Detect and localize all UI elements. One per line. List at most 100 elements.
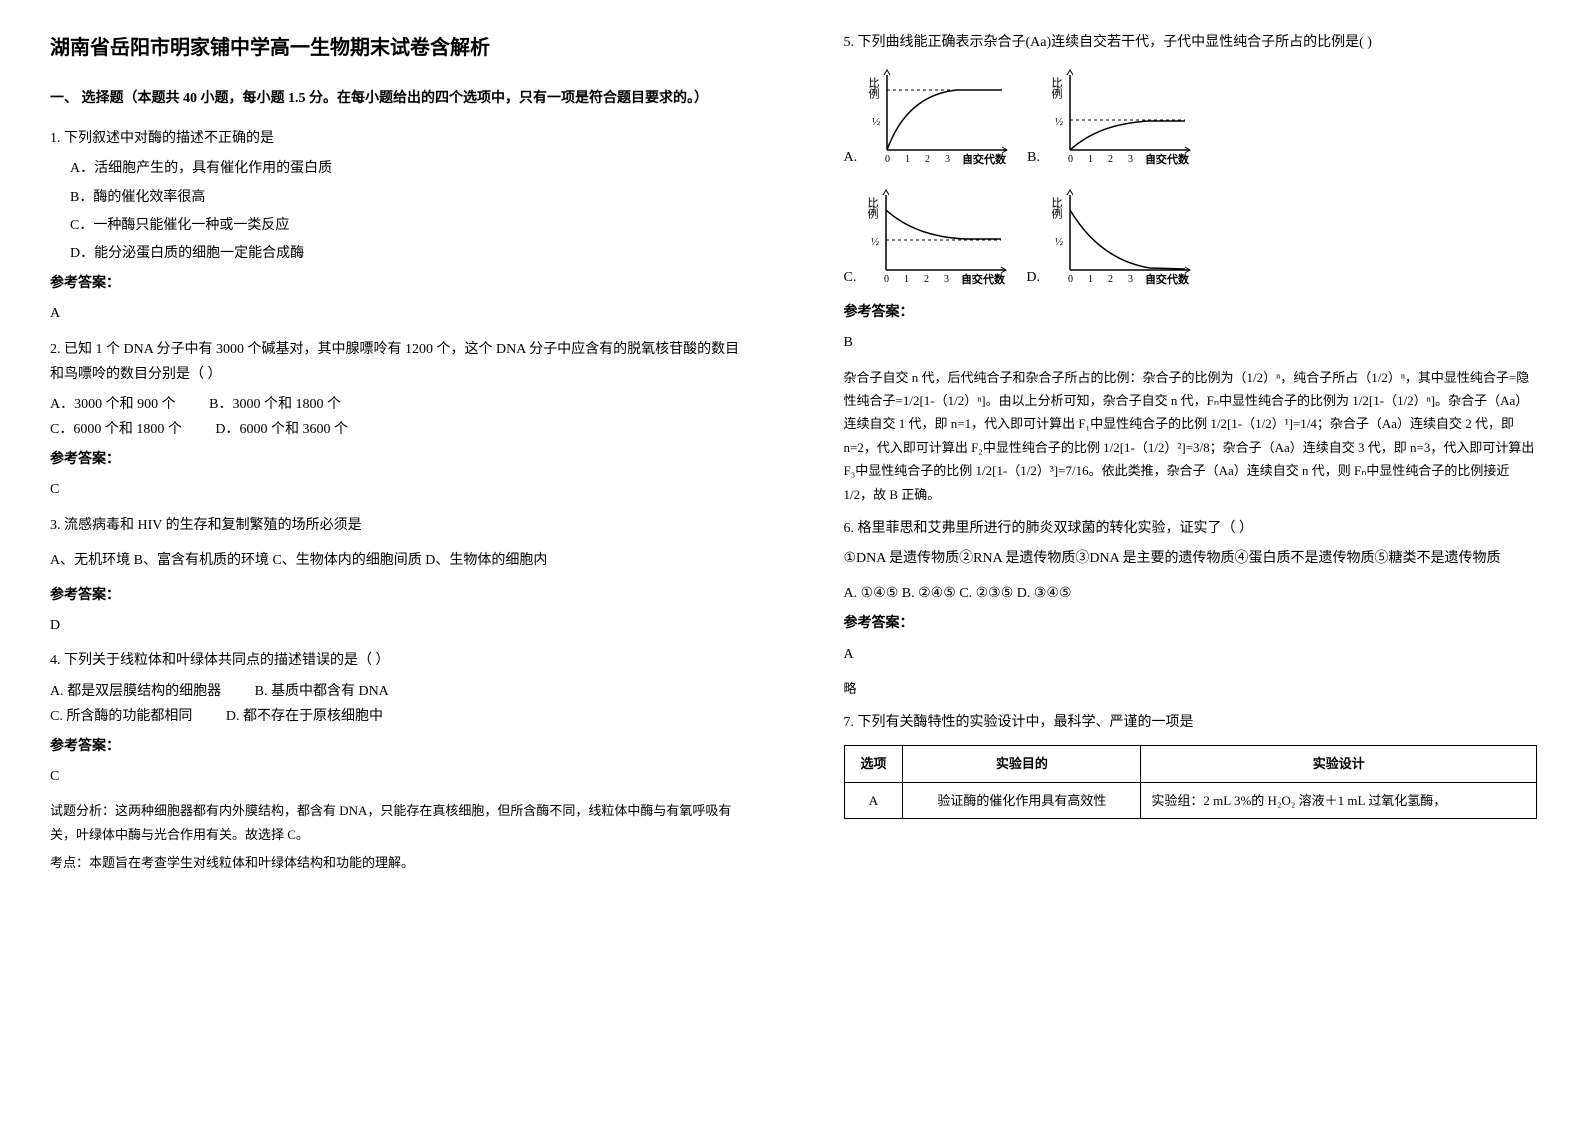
- chart-label-d: D.: [1026, 265, 1040, 290]
- svg-text:0: 0: [1068, 274, 1073, 285]
- q6-stem2: ①DNA 是遗传物质②RNA 是遗传物质③DNA 是主要的遗传物质④蛋白质不是遗…: [844, 546, 1538, 571]
- q2-opt-d: D．6000 个和 3600 个: [215, 417, 348, 442]
- td-purpose: 验证酶的催化作用具有高效性: [903, 782, 1141, 818]
- svg-text:自交代数: 自交代数: [1145, 152, 1190, 165]
- svg-text:½: ½: [1055, 116, 1063, 128]
- q4-opts-row1: A. 都是双层膜结构的细胞器 B. 基质中都含有 DNA: [50, 679, 744, 704]
- question-5: 5. 下列曲线能正确表示杂合子(Aa)连续自交若干代，子代中显性纯合子所占的比例…: [844, 30, 1538, 506]
- q1-opt-d: D．能分泌蛋白质的细胞一定能合成酶: [70, 241, 744, 266]
- q2-opt-a: A．3000 个和 900 个: [50, 392, 176, 417]
- page-title: 湖南省岳阳市明家铺中学高一生物期末试卷含解析: [50, 30, 744, 66]
- svg-text:3: 3: [945, 154, 950, 165]
- section-header: 一、 选择题（本题共 40 小题，每小题 1.5 分。在每小题给出的四个选项中，…: [50, 86, 744, 111]
- th-purpose: 实验目的: [903, 746, 1141, 782]
- q2-ans: C: [50, 477, 744, 502]
- chart-row-2: C. 1 ½ 01234 5 比例 自交代数 D. 1: [844, 180, 1538, 290]
- table-row: A 验证酶的催化作用具有高效性 实验组：2 mL 3%的 H₂O₂ 溶液＋1 m…: [844, 782, 1537, 818]
- q2-ans-label: 参考答案：: [50, 447, 744, 472]
- q4-opt-d: D. 都不存在于原核细胞中: [226, 704, 383, 729]
- q7-table: 选项 实验目的 实验设计 A 验证酶的催化作用具有高效性 实验组：2 mL 3%…: [844, 745, 1538, 819]
- q5-analysis: 杂合子自交 n 代，后代纯合子和杂合子所占的比例：杂合子的比例为（1/2）ⁿ，纯…: [844, 366, 1538, 506]
- svg-text:2: 2: [1108, 154, 1113, 165]
- question-7: 7. 下列有关酶特性的实验设计中，最科学、严谨的一项是 选项 实验目的 实验设计…: [844, 710, 1538, 819]
- q6-opts: A. ①④⑤ B. ②④⑤ C. ②③⑤ D. ③④⑤: [844, 581, 1538, 606]
- q3-ans: D: [50, 613, 744, 638]
- svg-text:0: 0: [884, 274, 889, 285]
- svg-text:1: 1: [1088, 274, 1093, 285]
- q3-opts: A、无机环境 B、富含有机质的环境 C、生物体内的细胞间质 D、生物体的细胞内: [50, 548, 744, 573]
- q1-ans: A: [50, 301, 744, 326]
- svg-text:自交代数: 自交代数: [962, 152, 1007, 165]
- chart-label-c: C.: [844, 265, 857, 290]
- q2-opts-row2: C．6000 个和 1800 个 D．6000 个和 3600 个: [50, 417, 744, 442]
- svg-text:1: 1: [904, 274, 909, 285]
- q4-ans-label: 参考答案：: [50, 734, 744, 759]
- svg-text:0: 0: [885, 154, 890, 165]
- svg-text:2: 2: [925, 154, 930, 165]
- svg-text:比例: 比例: [1050, 77, 1063, 99]
- svg-text:2: 2: [1108, 274, 1113, 285]
- svg-text:3: 3: [944, 274, 949, 285]
- chart-c: 1 ½ 01234 5 比例 自交代数: [866, 185, 1016, 285]
- chart-d: 1 ½ 01234 5 比例 自交代数: [1050, 185, 1200, 285]
- chart-b: 1 ½ 01234 5 比例 自交代数: [1050, 65, 1200, 165]
- chart-label-a: A.: [844, 145, 858, 170]
- chart-label-b: B.: [1027, 145, 1040, 170]
- q4-opts-row2: C. 所含酶的功能都相同 D. 都不存在于原核细胞中: [50, 704, 744, 729]
- q3-stem: 3. 流感病毒和 HIV 的生存和复制繁殖的场所必须是: [50, 513, 744, 538]
- question-4: 4. 下列关于线粒体和叶绿体共同点的描述错误的是（ ） A. 都是双层膜结构的细…: [50, 648, 744, 874]
- q4-stem: 4. 下列关于线粒体和叶绿体共同点的描述错误的是（ ）: [50, 648, 744, 673]
- svg-text:1: 1: [905, 154, 910, 165]
- svg-text:比例: 比例: [866, 197, 879, 219]
- q4-opt-a: A. 都是双层膜结构的细胞器: [50, 679, 221, 704]
- svg-text:比例: 比例: [867, 77, 880, 99]
- q4-opt-c: C. 所含酶的功能都相同: [50, 704, 192, 729]
- q6-ans-label: 参考答案：: [844, 611, 1538, 636]
- q4-analysis2: 考点：本题旨在考查学生对线粒体和叶绿体结构和功能的理解。: [50, 851, 744, 874]
- svg-text:3: 3: [1128, 274, 1133, 285]
- q2-opts-row1: A．3000 个和 900 个 B．3000 个和 1800 个: [50, 392, 744, 417]
- q2-opt-b: B．3000 个和 1800 个: [209, 392, 341, 417]
- svg-text:自交代数: 自交代数: [1145, 272, 1190, 285]
- question-3: 3. 流感病毒和 HIV 的生存和复制繁殖的场所必须是 A、无机环境 B、富含有…: [50, 513, 744, 639]
- q1-opt-a: A．活细胞产生的，具有催化作用的蛋白质: [70, 156, 744, 181]
- svg-text:½: ½: [872, 116, 880, 128]
- q6-note: 略: [844, 677, 1538, 700]
- table-header-row: 选项 实验目的 实验设计: [844, 746, 1537, 782]
- q1-opt-c: C．一种酶只能催化一种或一类反应: [70, 213, 744, 238]
- q6-ans: A: [844, 642, 1538, 667]
- q1-opt-b: B．酶的催化效率很高: [70, 185, 744, 210]
- th-option: 选项: [844, 746, 903, 782]
- q1-stem: 1. 下列叙述中对酶的描述不正确的是: [50, 126, 744, 151]
- q7-stem: 7. 下列有关酶特性的实验设计中，最科学、严谨的一项是: [844, 710, 1538, 735]
- q1-ans-label: 参考答案：: [50, 271, 744, 296]
- q4-opt-b: B. 基质中都含有 DNA: [255, 679, 389, 704]
- left-column: 湖南省岳阳市明家铺中学高一生物期末试卷含解析 一、 选择题（本题共 40 小题，…: [0, 0, 794, 1122]
- q3-ans-label: 参考答案：: [50, 583, 744, 608]
- q4-analysis1: 试题分析：这两种细胞器都有内外膜结构，都含有 DNA，只能存在真核细胞，但所含酶…: [50, 799, 744, 846]
- chart-row-1: A. 1 ½ 01234 5 比例 自交代数 B. 1: [844, 60, 1538, 170]
- question-1: 1. 下列叙述中对酶的描述不正确的是 A．活细胞产生的，具有催化作用的蛋白质 B…: [50, 126, 744, 326]
- q5-ans-label: 参考答案：: [844, 300, 1538, 325]
- td-design: 实验组：2 mL 3%的 H₂O₂ 溶液＋1 mL 过氧化氢酶，: [1141, 782, 1537, 818]
- td-opt: A: [844, 782, 903, 818]
- q6-stem: 6. 格里菲思和艾弗里所进行的肺炎双球菌的转化实验，证实了（ ）: [844, 516, 1538, 541]
- svg-text:比例: 比例: [1050, 197, 1063, 219]
- svg-text:2: 2: [924, 274, 929, 285]
- question-6: 6. 格里菲思和艾弗里所进行的肺炎双球菌的转化实验，证实了（ ） ①DNA 是遗…: [844, 516, 1538, 700]
- chart-a: 1 ½ 01234 5 比例 自交代数: [867, 65, 1017, 165]
- svg-text:自交代数: 自交代数: [961, 272, 1006, 285]
- svg-text:½: ½: [871, 236, 879, 248]
- right-column: 5. 下列曲线能正确表示杂合子(Aa)连续自交若干代，子代中显性纯合子所占的比例…: [794, 0, 1587, 1122]
- svg-text:1: 1: [1088, 154, 1093, 165]
- q5-stem: 5. 下列曲线能正确表示杂合子(Aa)连续自交若干代，子代中显性纯合子所占的比例…: [844, 30, 1538, 55]
- q5-ans: B: [844, 330, 1538, 355]
- svg-text:3: 3: [1128, 154, 1133, 165]
- q2-stem: 2. 已知 1 个 DNA 分子中有 3000 个碱基对，其中腺嘌呤有 1200…: [50, 337, 744, 387]
- q4-ans: C: [50, 764, 744, 789]
- svg-text:½: ½: [1055, 236, 1063, 248]
- question-2: 2. 已知 1 个 DNA 分子中有 3000 个碱基对，其中腺嘌呤有 1200…: [50, 337, 744, 503]
- q2-opt-c: C．6000 个和 1800 个: [50, 417, 182, 442]
- th-design: 实验设计: [1141, 746, 1537, 782]
- svg-text:0: 0: [1068, 154, 1073, 165]
